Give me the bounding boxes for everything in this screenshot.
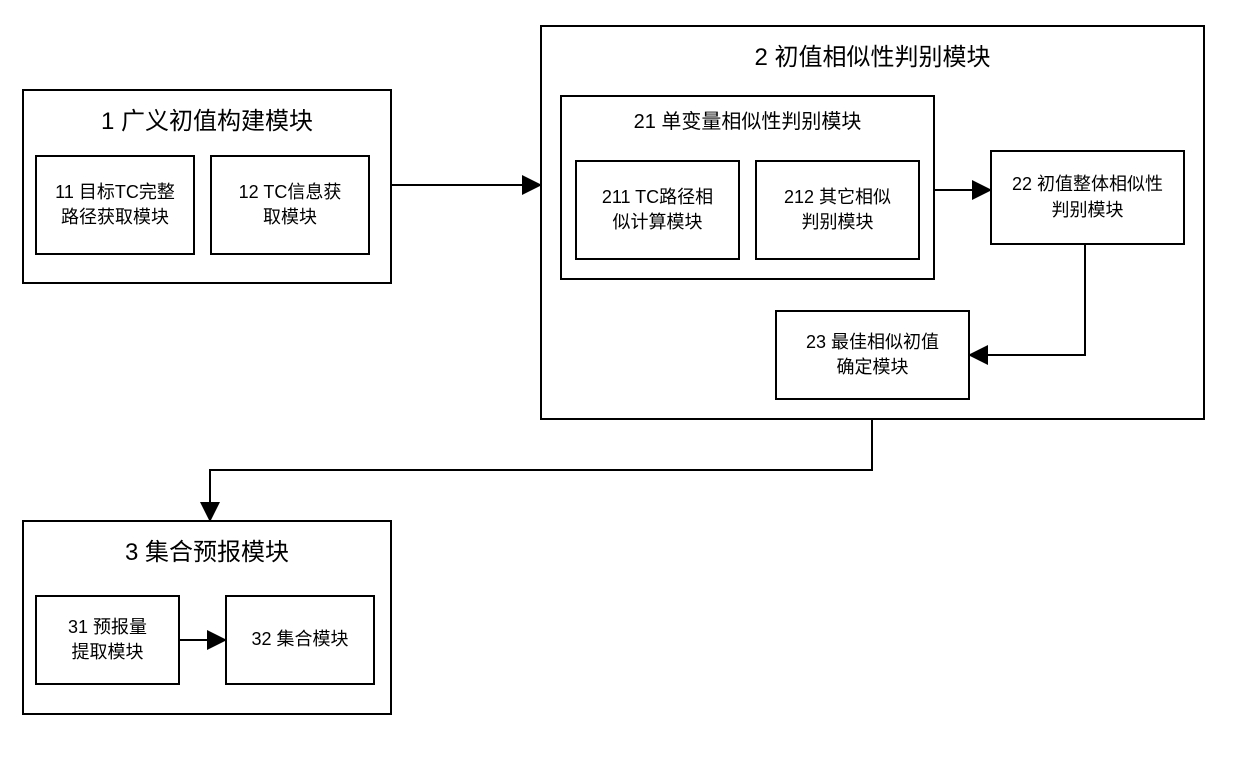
box-31-label: 31 预报量提取模块	[68, 615, 147, 665]
box-23: 23 最佳相似初值确定模块	[775, 310, 970, 400]
box-32-label: 32 集合模块	[251, 627, 348, 652]
box-212: 212 其它相似判别模块	[755, 160, 920, 260]
box-11-label: 11 目标TC完整路径获取模块	[55, 180, 175, 230]
box-12-label: 12 TC信息获取模块	[239, 180, 342, 230]
box-31: 31 预报量提取模块	[35, 595, 180, 685]
box-22: 22 初值整体相似性判别模块	[990, 150, 1185, 245]
box-212-label: 212 其它相似判别模块	[784, 185, 891, 235]
module-1-title: 1 广义初值构建模块	[24, 91, 390, 146]
box-11: 11 目标TC完整路径获取模块	[35, 155, 195, 255]
edge-m2-m3	[210, 420, 872, 520]
box-32: 32 集合模块	[225, 595, 375, 685]
module-3-title: 3 集合预报模块	[24, 522, 390, 577]
box-211-label: 211 TC路径相似计算模块	[602, 185, 713, 235]
box-22-label: 22 初值整体相似性判别模块	[1012, 172, 1163, 222]
box-23-label: 23 最佳相似初值确定模块	[806, 330, 939, 380]
module-21-title: 21 单变量相似性判别模块	[562, 105, 933, 134]
module-2-title: 2 初值相似性判别模块	[542, 27, 1203, 82]
box-12: 12 TC信息获取模块	[210, 155, 370, 255]
box-211: 211 TC路径相似计算模块	[575, 160, 740, 260]
